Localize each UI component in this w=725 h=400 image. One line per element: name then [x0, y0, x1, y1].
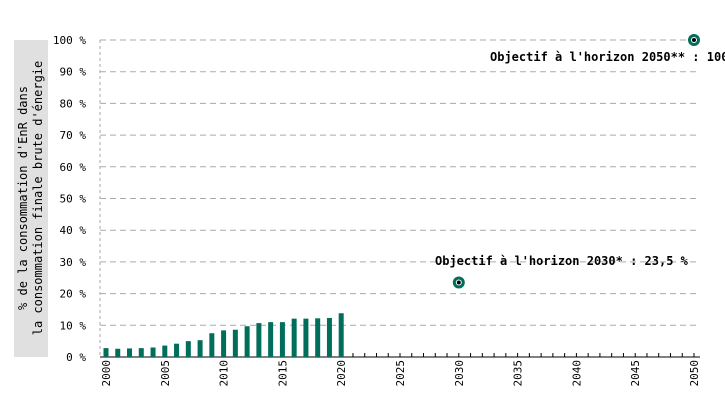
target-2050-label: Objectif à l'horizon 2050** : 100 %	[490, 50, 725, 64]
bar-2012	[244, 326, 250, 357]
bar-2014	[268, 322, 274, 357]
y-axis-label-line-2: la consommation finale brute d'énergie	[31, 60, 45, 336]
x-tick-label: 2020	[335, 360, 348, 387]
bar-2005	[162, 345, 168, 357]
bar-2000	[103, 348, 109, 357]
x-tick-label: 2040	[570, 360, 583, 387]
y-tick-label: 80 %	[60, 97, 87, 110]
bar-2011	[232, 329, 238, 357]
y-tick-label: 100 %	[53, 34, 86, 47]
x-tick-label: 2005	[159, 360, 172, 387]
bar-2017	[303, 318, 309, 357]
bar-2018	[315, 318, 321, 357]
bar-2020	[338, 313, 344, 357]
x-tick-label: 2025	[394, 360, 407, 387]
y-tick-label: 40 %	[60, 224, 87, 237]
bar-2009	[209, 333, 215, 357]
y-tick-label: 0 %	[66, 351, 86, 364]
x-tick-label: 2010	[218, 360, 231, 387]
bar-2010	[221, 330, 227, 357]
y-tick-label: 20 %	[60, 288, 87, 301]
y-tick-label: 10 %	[60, 319, 87, 332]
bar-2015	[279, 322, 285, 357]
y-tick-label: 50 %	[60, 193, 87, 206]
bar-2007	[185, 341, 191, 357]
y-tick-label: 30 %	[60, 256, 87, 269]
y-tick-label: 60 %	[60, 161, 87, 174]
x-tick-label: 2000	[100, 360, 113, 387]
bar-2001	[115, 348, 121, 357]
x-tick-label: 2030	[453, 360, 466, 387]
y-axis-label-line-1: % de la consommation d'EnR dans	[16, 86, 30, 310]
bar-2008	[197, 340, 203, 357]
target-2030-label: Objectif à l'horizon 2030* : 23,5 %	[435, 254, 688, 268]
bar-2006	[174, 343, 180, 357]
y-axis-label: % de la consommation d'EnR dans la conso…	[16, 40, 46, 357]
target-marker-dot-2030	[456, 280, 461, 285]
bar-2004	[150, 347, 156, 357]
y-tick-label: 70 %	[60, 129, 87, 142]
x-tick-label: 2045	[629, 360, 642, 387]
y-tick-label: 90 %	[60, 66, 87, 79]
x-tick-label: 2035	[512, 360, 525, 387]
bar-2003	[138, 348, 144, 357]
bar-2013	[256, 323, 262, 357]
bar-2019	[326, 318, 332, 357]
y-axis-label-box	[14, 40, 48, 357]
target-marker-dot-2050	[692, 38, 696, 42]
x-tick-label: 2050	[688, 360, 701, 387]
bar-2002	[127, 348, 133, 357]
bar-2016	[291, 318, 297, 357]
x-tick-label: 2015	[276, 360, 289, 387]
